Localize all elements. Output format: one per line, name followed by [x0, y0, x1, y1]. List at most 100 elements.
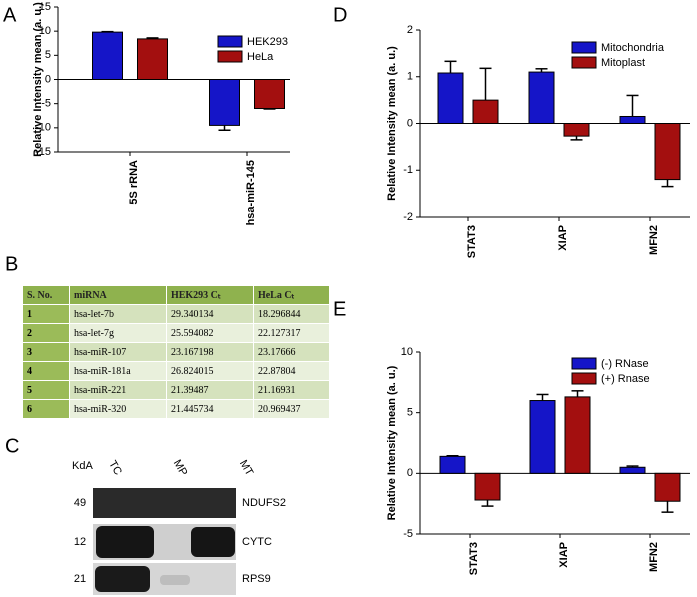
- protein-label: CYTC: [242, 536, 272, 548]
- y-tick-label: 10: [39, 25, 51, 37]
- lane-label: MT: [237, 458, 255, 478]
- lane-label: TC: [106, 459, 124, 478]
- blot-band: [95, 566, 150, 592]
- y-tick-label: 2: [407, 24, 413, 36]
- legend-label: Mitochondria: [601, 42, 665, 54]
- table-cell: miRNA: [70, 286, 167, 304]
- bar: [619, 466, 646, 474]
- table-cell: 21.39487: [166, 381, 254, 399]
- x-tick-label: STAT3: [466, 225, 478, 258]
- table-row: 5 hsa-miR-221 21.39487 21.16931: [23, 381, 330, 399]
- table-cell: 4: [23, 362, 70, 380]
- bar: [654, 123, 681, 181]
- bar: [439, 455, 466, 474]
- bar: [654, 472, 681, 502]
- error-bar: [661, 179, 674, 188]
- legend-swatch: [217, 35, 243, 48]
- y-tick-label: -15: [35, 146, 51, 158]
- bar: [92, 31, 123, 80]
- table-row: 3 hsa-miR-107 23.167198 23.17666: [23, 343, 330, 361]
- y-tick-label: -5: [41, 98, 51, 110]
- legend-swatch: [571, 357, 597, 370]
- error-bar: [661, 501, 674, 513]
- y-axis-label: Relative Intensity mean (a. u.): [32, 2, 44, 157]
- x-tick-label: XIAP: [558, 542, 570, 568]
- table-row: 4 hsa-miR-181a 26.824015 22.87804: [23, 362, 330, 380]
- table-cell: 21.445734: [166, 400, 254, 418]
- error-bar: [626, 465, 639, 468]
- error-bar: [479, 67, 492, 101]
- table-row: 6 hsa-miR-320 21.445734 20.969437: [23, 400, 330, 418]
- table-cell: hsa-let-7g: [70, 324, 167, 342]
- table-cell: S. No.: [23, 286, 70, 304]
- y-tick-label: -2: [403, 211, 413, 223]
- x-tick-label: XIAP: [557, 225, 569, 251]
- table-cell: 3: [23, 343, 70, 361]
- marker-label: 49: [74, 497, 86, 509]
- protein-label: RPS9: [242, 573, 271, 585]
- bar: [254, 79, 285, 109]
- protein-label: NDUFS2: [242, 497, 286, 509]
- table-cell: 20.969437: [253, 400, 330, 418]
- y-tick-label: 10: [401, 346, 413, 358]
- table-cell: 23.167198: [166, 343, 254, 361]
- error-bar: [626, 94, 639, 117]
- bar: [137, 38, 168, 80]
- legend-swatch: [571, 56, 597, 69]
- x-tick-label: STAT3: [468, 542, 480, 575]
- y-tick-label: 5: [45, 49, 51, 61]
- x-tick-label: MFN2: [648, 225, 660, 255]
- table-cell: 26.824015: [166, 362, 254, 380]
- bar: [619, 115, 646, 125]
- legend-label: HEK293: [247, 36, 288, 48]
- error-bar: [481, 500, 494, 507]
- x-tick-label: MFN2: [648, 542, 660, 572]
- bar: [209, 79, 240, 126]
- table-cell: 5: [23, 381, 70, 399]
- table-cell: hsa-miR-107: [70, 343, 167, 361]
- bar: [563, 123, 590, 137]
- bar: [528, 71, 555, 124]
- mirna-table: S. No. miRNA HEK293 Cₜ HeLa Cₜ 1 hsa-let-7b 29…: [23, 285, 330, 419]
- blot-strip: [93, 488, 236, 518]
- blot-band: [160, 575, 190, 585]
- blot-image: [93, 488, 236, 595]
- lane-label: MP: [171, 458, 190, 478]
- table-cell: 6: [23, 400, 70, 418]
- y-tick-label: -10: [35, 122, 51, 134]
- y-tick-label: 0: [407, 117, 413, 129]
- error-bar: [146, 37, 159, 39]
- table-cell: 29.340134: [166, 305, 254, 323]
- table-cell: 18.296844: [253, 305, 330, 323]
- x-tick-label: hsa-miR-145: [245, 160, 257, 225]
- x-tick-label: 5S rRNA: [128, 160, 140, 205]
- error-bar: [570, 136, 583, 141]
- legend-swatch: [571, 41, 597, 54]
- y-tick-label: 0: [45, 73, 51, 85]
- legend-label: HeLa: [247, 51, 274, 63]
- bar: [474, 472, 501, 501]
- table-cell: HEK293 Cₜ: [166, 286, 254, 304]
- table-cell: 2: [23, 324, 70, 342]
- y-tick-label: -5: [403, 528, 413, 540]
- legend-label: Mitoplast: [601, 57, 645, 69]
- table-row: 2 hsa-let-7g 25.594082 22.127317: [23, 324, 330, 342]
- bar: [472, 99, 499, 124]
- y-tick-label: -1: [403, 164, 413, 176]
- bar: [529, 400, 556, 474]
- blot-band: [191, 527, 235, 557]
- panel-letter: A: [3, 4, 17, 26]
- table-cell: hsa-miR-221: [70, 381, 167, 399]
- legend-label: (-) RNase: [601, 358, 649, 370]
- error-bar: [218, 125, 231, 131]
- table-row: 1 hsa-let-7b 29.340134 18.296844: [23, 305, 330, 323]
- table-cell: HeLa Cₜ: [253, 286, 330, 304]
- y-tick-label: 1: [407, 71, 413, 83]
- legend-swatch: [571, 372, 597, 385]
- legend-label: (+) Rnase: [601, 373, 650, 385]
- y-tick-label: 15: [39, 1, 51, 13]
- bar: [437, 72, 464, 125]
- table-cell: 23.17666: [253, 343, 330, 361]
